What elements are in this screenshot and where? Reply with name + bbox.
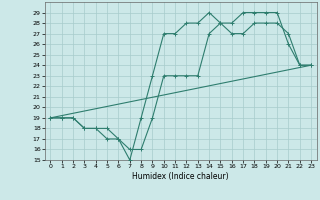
- X-axis label: Humidex (Indice chaleur): Humidex (Indice chaleur): [132, 172, 229, 181]
